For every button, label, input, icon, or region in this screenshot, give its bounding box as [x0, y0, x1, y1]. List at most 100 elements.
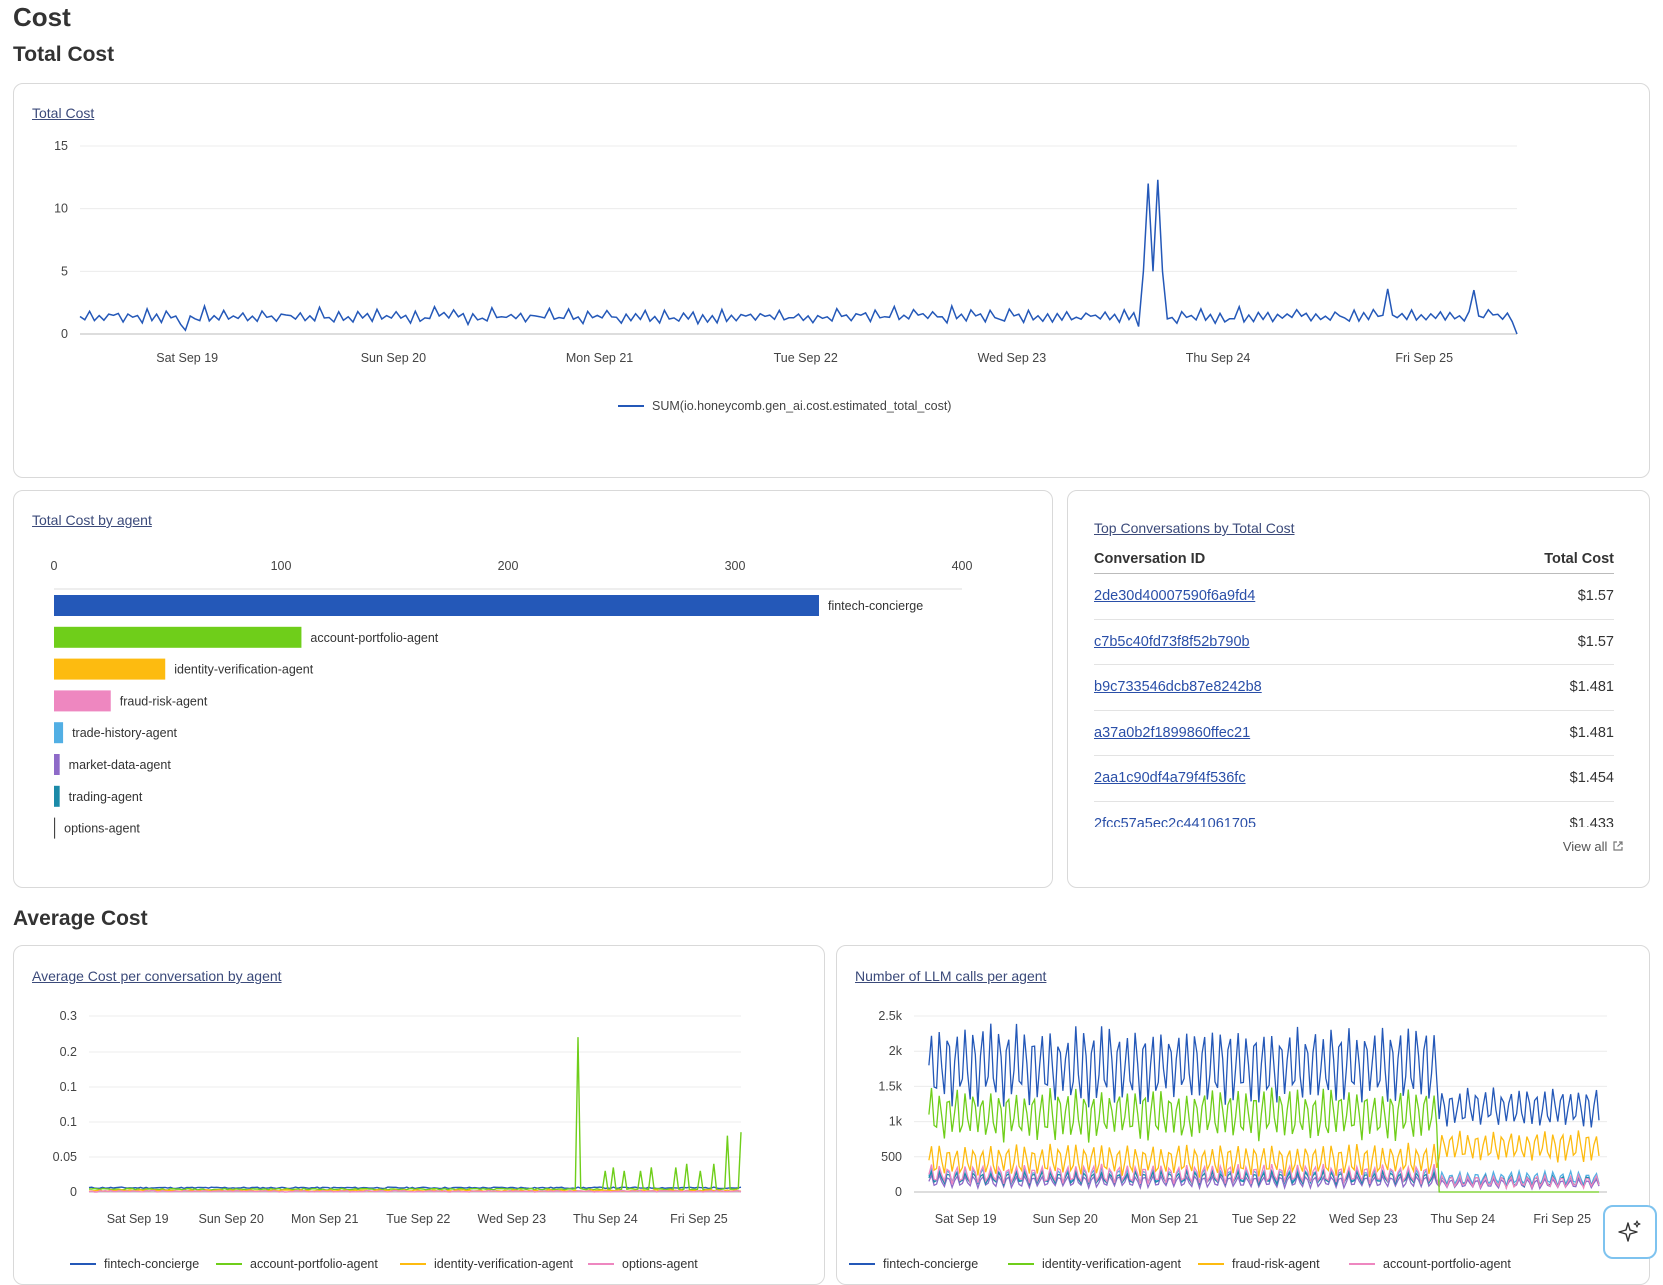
x-tick-label: Fri Sep 25: [1395, 351, 1453, 365]
total-cost-chart-title[interactable]: Total Cost: [32, 105, 95, 121]
x-tick-label: Thu Sep 24: [1431, 1212, 1496, 1226]
series-line: [79, 179, 1518, 335]
x-tick-label: Tue Sep 22: [1232, 1212, 1296, 1226]
conversation-link[interactable]: c7b5c40fd73f8f52b790b: [1094, 633, 1250, 650]
series-line: [928, 1163, 1600, 1191]
y-tick-label: 1k: [889, 1115, 903, 1129]
y-tick-label: 10: [54, 202, 68, 216]
legend-label: SUM(io.honeycomb.gen_ai.cost.estimated_t…: [652, 399, 951, 413]
bar-label: options-agent: [64, 822, 140, 836]
bar-label: fintech-concierge: [828, 599, 923, 613]
avg-cost-chart: 0 0.05 0.1 0.1 0.2 0.3 Sat Sep 19 Sun Sep 20 Mon…: [53, 1009, 742, 1271]
bar-label: identity-verification-agent: [174, 663, 313, 677]
x-tick-label: Sat Sep 19: [156, 351, 218, 365]
x-tick-label: Mon Sep 21: [566, 351, 633, 365]
bar: [54, 754, 60, 775]
y-tick-label: 0.1: [60, 1115, 77, 1129]
x-tick-label: Thu Sep 24: [1186, 351, 1251, 365]
y-tick-label: 1.5k: [878, 1079, 902, 1093]
section-title-average-cost: Average Cost: [13, 907, 148, 930]
conversation-cost: $1.481: [1569, 679, 1614, 696]
x-tick-label: Tue Sep 22: [774, 351, 838, 365]
page-title: Cost: [13, 2, 71, 32]
column-header-conversation-id[interactable]: Conversation ID: [1094, 551, 1206, 567]
bar: [54, 595, 819, 616]
table-row: 2fcc57a5ec2c441061705 $1.433: [1094, 802, 1614, 827]
y-tick-label: 0: [895, 1185, 902, 1199]
y-tick-label: 0: [70, 1185, 77, 1199]
x-tick-label: Sat Sep 19: [935, 1212, 997, 1226]
conversation-cost: $1.57: [1577, 633, 1614, 650]
y-tick-label: 0.1: [60, 1080, 77, 1094]
legend-label: fintech-concierge: [883, 1257, 978, 1271]
table-row: 2de30d40007590f6a9fd4 $1.57: [1094, 574, 1614, 620]
x-tick-label: Fri Sep 25: [1533, 1212, 1591, 1226]
top-conversations-title[interactable]: Top Conversations by Total Cost: [1094, 520, 1295, 536]
ai-assistant-button[interactable]: [1603, 1205, 1657, 1259]
conversation-link[interactable]: b9c733546dcb87e8242b8: [1094, 679, 1262, 696]
legend-label: fintech-concierge: [104, 1257, 199, 1271]
x-tick-label: 400: [952, 559, 973, 573]
x-tick-label: Wed Sep 23: [478, 1212, 547, 1226]
conversation-cost: $1.433: [1569, 815, 1614, 827]
bar: [54, 785, 60, 807]
series-line: [88, 1186, 742, 1190]
x-tick-label: Wed Sep 23: [1329, 1212, 1398, 1226]
conversation-link[interactable]: 2aa1c90df4a79f4f536fc: [1094, 770, 1246, 787]
cost-by-agent-chart-title[interactable]: Total Cost by agent: [32, 512, 152, 528]
bar-label: fraud-risk-agent: [120, 694, 208, 708]
x-tick-label: Sun Sep 20: [1032, 1212, 1097, 1226]
series-line: [89, 1037, 742, 1191]
llm-calls-chart-title[interactable]: Number of LLM calls per agent: [855, 968, 1047, 984]
y-tick-label: 5: [61, 264, 68, 278]
series-line: [928, 1130, 1600, 1178]
bar-label: market-data-agent: [69, 758, 172, 772]
avg-cost-card: Average Cost per conversation by agent 0…: [13, 945, 825, 1285]
y-tick-label: 500: [881, 1150, 902, 1164]
table-body[interactable]: 2de30d40007590f6a9fd4 $1.57 c7b5c40fd73f8…: [1094, 574, 1614, 827]
table-row: a37a0b2f1899860ffec21 $1.481: [1094, 711, 1614, 756]
y-tick-label: 0: [61, 327, 68, 341]
y-tick-label: 15: [54, 139, 68, 153]
conversation-link[interactable]: a37a0b2f1899860ffec21: [1094, 724, 1251, 741]
column-header-total-cost[interactable]: Total Cost: [1544, 551, 1614, 567]
series-line: [928, 1087, 1599, 1193]
x-tick-label: Tue Sep 22: [386, 1212, 450, 1226]
x-tick-label: Sun Sep 20: [361, 351, 426, 365]
conversation-link[interactable]: 2de30d40007590f6a9fd4: [1094, 588, 1256, 605]
avg-cost-chart-title[interactable]: Average Cost per conversation by agent: [32, 968, 282, 984]
x-tick-label: Sat Sep 19: [107, 1212, 169, 1226]
bar: [54, 658, 166, 680]
table-header: Conversation ID Total Cost: [1094, 551, 1614, 574]
total-cost-card: Total Cost 0 5 10 15 Sat Sep 19 Sun Sep 20 Mon…: [13, 83, 1650, 478]
legend-label: options-agent: [622, 1257, 698, 1271]
table-row: 2aa1c90df4a79f4f536fc $1.454: [1094, 756, 1614, 802]
table-row: c7b5c40fd73f8f52b790b $1.57: [1094, 620, 1614, 665]
x-tick-label: 300: [725, 559, 746, 573]
view-all-link[interactable]: View all: [1563, 839, 1623, 854]
y-tick-label: 2.5k: [878, 1009, 902, 1023]
legend-label: fraud-risk-agent: [1232, 1257, 1320, 1271]
conversation-cost: $1.57: [1577, 588, 1614, 605]
top-conversations-card: Top Conversations by Total Cost Conversa…: [1067, 490, 1650, 888]
bar-label: trade-history-agent: [72, 726, 177, 740]
x-tick-label: Mon Sep 21: [291, 1212, 358, 1226]
x-tick-label: Wed Sep 23: [978, 351, 1047, 365]
cost-by-agent-chart: 0 100 200 300 400 fintech-concierge account-po…: [51, 559, 973, 839]
bar: [54, 626, 302, 648]
conversation-link[interactable]: 2fcc57a5ec2c441061705: [1094, 815, 1257, 827]
bar: [54, 817, 56, 839]
llm-calls-chart: 0 500 1k 1.5k 2k 2.5k Sat Sep 19 Sun Sep 20 Mon …: [849, 1009, 1607, 1271]
bar-label: trading-agent: [69, 790, 143, 804]
x-tick-label: 100: [271, 559, 292, 573]
x-tick-label: Fri Sep 25: [670, 1212, 728, 1226]
sparkle-icon: [1618, 1220, 1641, 1242]
legend-label: identity-verification-agent: [434, 1257, 573, 1271]
total-cost-chart: 0 5 10 15 Sat Sep 19 Sun Sep 20 Mon Sep 21 Tue …: [54, 139, 1518, 413]
series-line: [88, 1189, 742, 1193]
x-tick-label: Mon Sep 21: [1131, 1212, 1198, 1226]
y-tick-label: 0.3: [60, 1009, 77, 1023]
x-tick-label: 200: [498, 559, 519, 573]
legend-label: account-portfolio-agent: [250, 1257, 378, 1271]
bar: [54, 722, 64, 744]
